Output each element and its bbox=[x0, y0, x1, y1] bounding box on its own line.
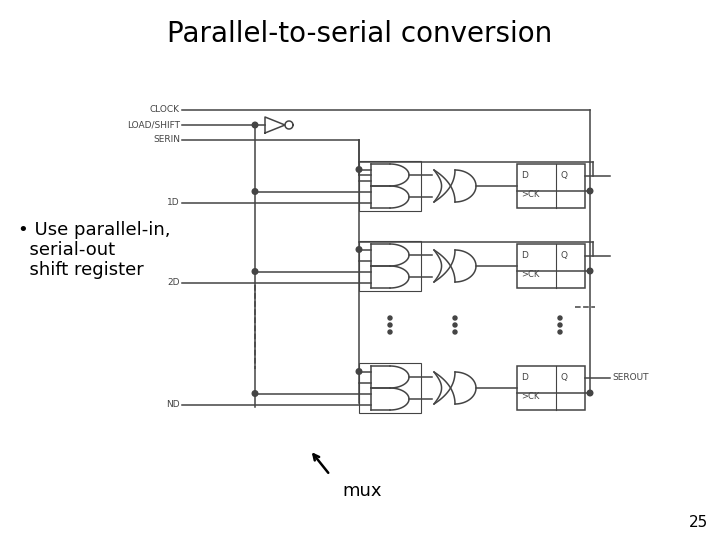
Circle shape bbox=[588, 268, 593, 274]
Circle shape bbox=[388, 323, 392, 327]
Circle shape bbox=[453, 330, 457, 334]
Text: SEROUT: SEROUT bbox=[612, 373, 649, 382]
Bar bbox=[517, 366, 585, 410]
Circle shape bbox=[388, 316, 392, 320]
Bar bbox=[517, 164, 585, 208]
Circle shape bbox=[588, 390, 593, 396]
Text: >CK: >CK bbox=[521, 190, 539, 199]
Circle shape bbox=[252, 122, 258, 128]
Text: 1D: 1D bbox=[167, 198, 180, 207]
Circle shape bbox=[453, 316, 457, 320]
Text: Q: Q bbox=[560, 252, 567, 260]
Bar bbox=[359, 161, 421, 211]
Bar bbox=[359, 363, 421, 413]
Circle shape bbox=[252, 188, 258, 194]
Text: 2D: 2D bbox=[168, 278, 180, 287]
Text: • Use parallel-in,: • Use parallel-in, bbox=[18, 221, 171, 239]
Bar bbox=[517, 244, 585, 288]
Text: shift register: shift register bbox=[18, 261, 144, 279]
Text: Q: Q bbox=[560, 171, 567, 180]
Text: >CK: >CK bbox=[521, 392, 539, 401]
Text: LOAD/SHIFT: LOAD/SHIFT bbox=[127, 120, 180, 130]
Circle shape bbox=[453, 323, 457, 327]
Text: D: D bbox=[521, 373, 528, 382]
Circle shape bbox=[558, 330, 562, 334]
Text: Q: Q bbox=[560, 373, 567, 382]
Circle shape bbox=[388, 330, 392, 334]
Circle shape bbox=[558, 316, 562, 320]
Circle shape bbox=[252, 391, 258, 396]
Text: SERIN: SERIN bbox=[153, 136, 180, 145]
Text: mux: mux bbox=[342, 482, 382, 500]
Text: D: D bbox=[521, 171, 528, 180]
Circle shape bbox=[356, 369, 362, 374]
Text: ND: ND bbox=[166, 400, 180, 409]
Text: serial-out: serial-out bbox=[18, 241, 115, 259]
Text: 25: 25 bbox=[689, 515, 708, 530]
Circle shape bbox=[558, 323, 562, 327]
Bar bbox=[359, 241, 421, 291]
Text: >CK: >CK bbox=[521, 271, 539, 279]
Text: D: D bbox=[521, 252, 528, 260]
Circle shape bbox=[356, 167, 362, 172]
Text: Parallel-to-serial conversion: Parallel-to-serial conversion bbox=[167, 20, 553, 48]
Circle shape bbox=[356, 247, 362, 252]
Text: CLOCK: CLOCK bbox=[150, 105, 180, 114]
Circle shape bbox=[252, 269, 258, 274]
Circle shape bbox=[588, 188, 593, 194]
